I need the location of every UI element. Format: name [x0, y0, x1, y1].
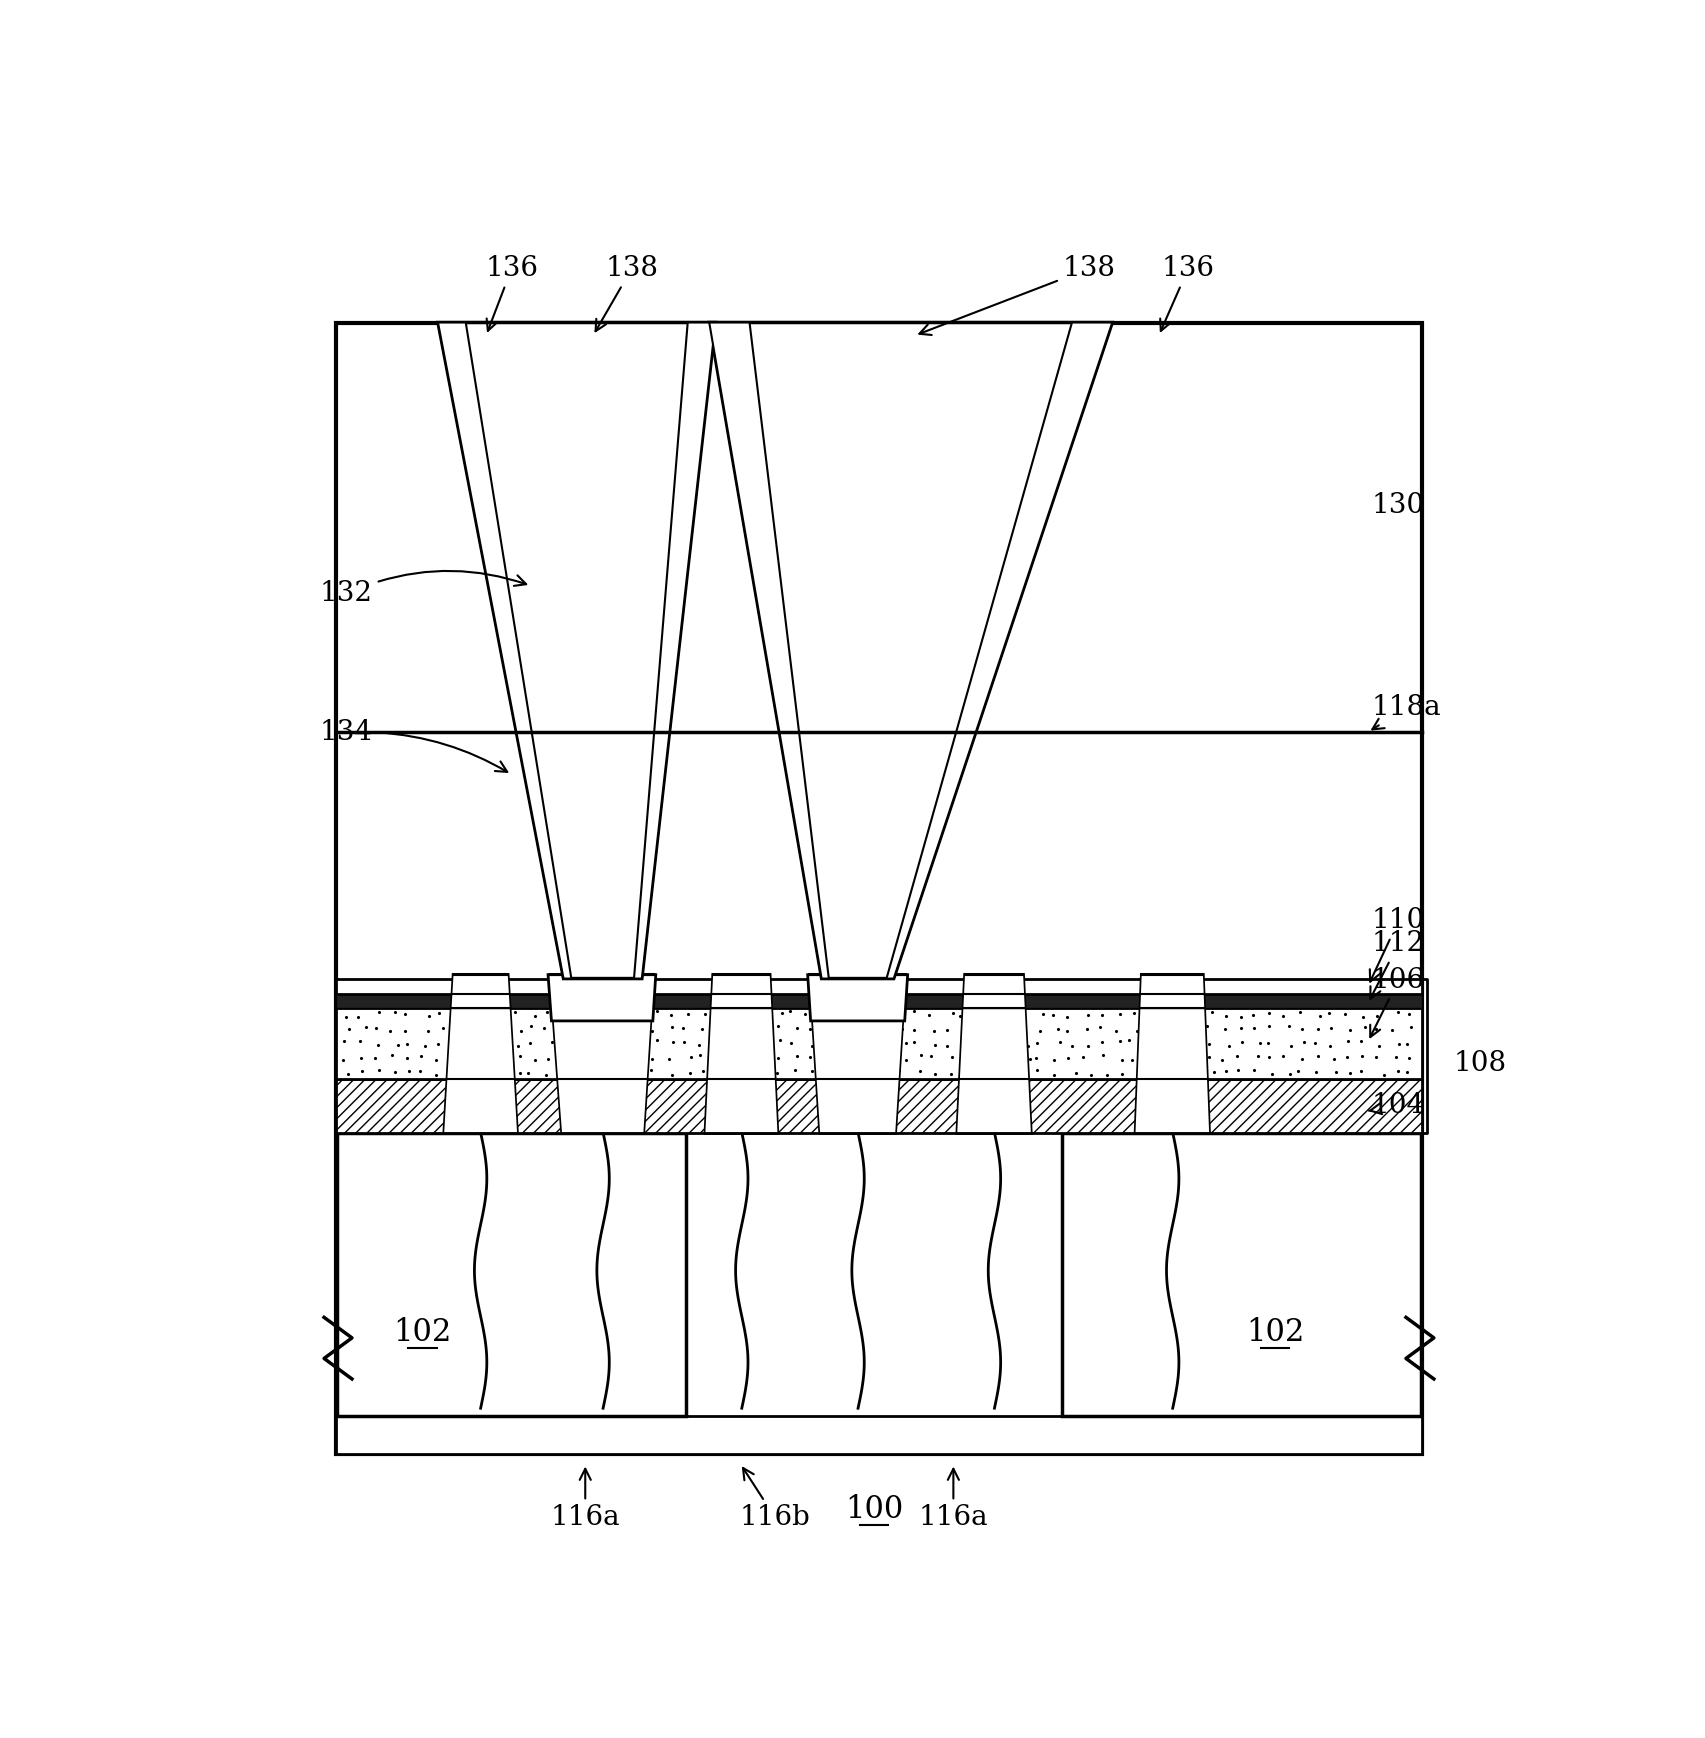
Polygon shape — [812, 994, 904, 1008]
Polygon shape — [552, 1008, 651, 1079]
Polygon shape — [551, 994, 651, 1008]
Polygon shape — [1136, 975, 1209, 1133]
Text: 116a: 116a — [551, 1469, 619, 1531]
Polygon shape — [551, 975, 653, 1133]
Bar — [336, 1079, 1422, 1133]
Polygon shape — [452, 975, 508, 994]
Text: 104: 104 — [1367, 1091, 1424, 1119]
Polygon shape — [960, 1008, 1028, 1079]
Polygon shape — [1137, 1008, 1207, 1079]
Text: 108: 108 — [1453, 1050, 1506, 1078]
Polygon shape — [887, 323, 1112, 978]
Polygon shape — [963, 994, 1025, 1008]
Polygon shape — [957, 975, 1030, 1133]
Text: 102: 102 — [1245, 1317, 1303, 1349]
Polygon shape — [558, 1079, 646, 1133]
Text: 132: 132 — [321, 570, 525, 607]
Text: 112: 112 — [1369, 930, 1424, 999]
Text: 138: 138 — [595, 255, 658, 332]
Text: 100: 100 — [844, 1495, 904, 1526]
Text: 106: 106 — [1369, 966, 1424, 1038]
Bar — [336, 323, 1422, 1455]
Polygon shape — [810, 975, 905, 1133]
Polygon shape — [447, 1008, 513, 1079]
Bar — [336, 994, 1422, 1008]
Polygon shape — [438, 323, 714, 978]
Polygon shape — [443, 1079, 517, 1133]
Polygon shape — [812, 1008, 902, 1079]
Text: 136: 136 — [1159, 255, 1214, 330]
Bar — [336, 1008, 1422, 1079]
Polygon shape — [957, 1079, 1030, 1133]
Polygon shape — [709, 323, 829, 978]
Polygon shape — [711, 975, 771, 994]
Polygon shape — [711, 994, 771, 1008]
Polygon shape — [438, 323, 571, 978]
Polygon shape — [810, 975, 905, 994]
Polygon shape — [708, 1008, 774, 1079]
Polygon shape — [1141, 975, 1204, 994]
Polygon shape — [634, 323, 714, 978]
Text: 138: 138 — [919, 255, 1115, 335]
Bar — [336, 978, 1422, 994]
Text: 102: 102 — [394, 1317, 452, 1349]
Bar — [1061, 1133, 1420, 1416]
Polygon shape — [452, 994, 510, 1008]
Polygon shape — [704, 975, 777, 1133]
Bar — [336, 1416, 1422, 1455]
Polygon shape — [963, 975, 1023, 994]
Polygon shape — [1139, 994, 1204, 1008]
Text: 116b: 116b — [740, 1469, 810, 1531]
Text: 136: 136 — [484, 255, 537, 330]
Bar — [338, 1133, 685, 1416]
Text: 110: 110 — [1369, 907, 1424, 982]
Polygon shape — [709, 323, 1112, 978]
Text: 134: 134 — [321, 718, 506, 772]
Polygon shape — [704, 1079, 777, 1133]
Polygon shape — [806, 975, 907, 1020]
Text: 130: 130 — [1371, 492, 1424, 518]
Text: 116a: 116a — [917, 1469, 987, 1531]
Text: 118a: 118a — [1371, 693, 1441, 730]
Polygon shape — [817, 1079, 899, 1133]
Polygon shape — [1136, 1079, 1209, 1133]
Polygon shape — [547, 975, 655, 1020]
Polygon shape — [443, 975, 517, 1133]
Polygon shape — [551, 975, 653, 994]
